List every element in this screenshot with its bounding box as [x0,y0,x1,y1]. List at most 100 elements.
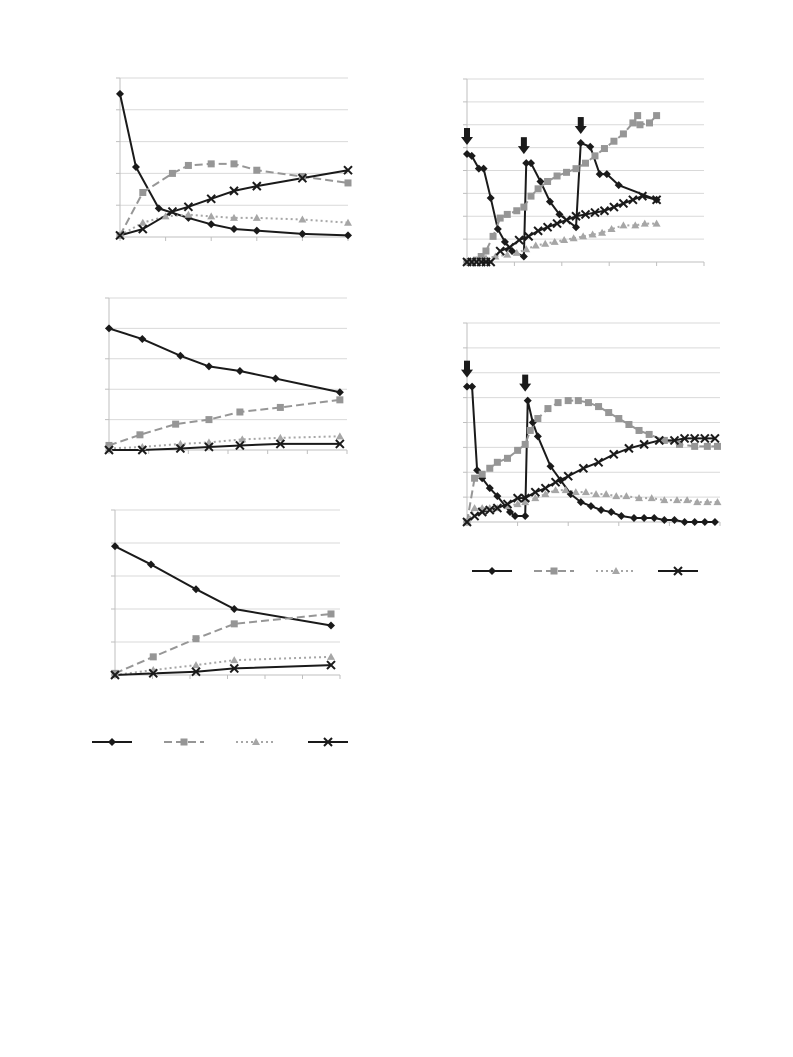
data-point-s2 [139,188,147,196]
data-point-s4 [148,668,158,679]
data-point-s2 [496,214,504,222]
data-point-s1 [555,210,564,219]
data-point-s1 [105,324,113,333]
data-point-s2 [544,177,552,185]
data-point-s2 [554,399,562,407]
data-point-s1 [650,514,659,523]
event-arrow-icon [574,117,587,135]
data-point-s2 [691,442,699,450]
data-point-s1 [700,518,709,526]
data-point-s1 [680,518,689,526]
data-point-s2 [584,399,592,407]
data-point-s4 [495,246,505,256]
data-point-s1 [493,225,502,234]
data-point-s1 [192,585,200,594]
data-point-s1 [138,335,147,344]
data-point-s4 [229,186,239,196]
data-point-s3 [683,496,692,504]
data-point-s2 [572,165,580,173]
data-point-s1 [511,512,520,521]
data-point-s2 [489,232,497,240]
legend-marker [673,566,683,576]
data-point-s4 [485,505,495,515]
data-point-s1 [572,223,581,232]
data-point-s4 [326,660,336,670]
data-point-s2 [192,635,200,643]
data-point-s3 [652,219,661,227]
data-point-s3 [161,212,170,220]
data-point-s2 [471,474,479,482]
data-point-s2 [503,210,511,218]
data-point-s2 [574,397,582,405]
data-point-s4 [512,493,523,503]
data-point-s3 [531,241,540,249]
data-point-s4 [137,445,148,455]
legend-marker [180,738,188,746]
data-point-s4 [593,457,604,468]
data-point-s1 [710,518,719,526]
data-point-s2 [635,426,643,434]
legend-marker [488,567,496,575]
data-point-s2 [184,161,192,169]
data-point-s3 [531,494,540,502]
data-point-s3 [588,230,597,238]
data-point-s2 [478,470,486,478]
data-point-s2 [149,653,157,661]
data-point-s2 [605,409,613,417]
data-point-s4 [540,483,551,493]
data-point-s3 [192,661,200,669]
data-point-s2 [493,458,501,466]
data-point-s4 [252,181,262,191]
data-point-s3 [602,490,611,498]
data-point-s1 [204,362,213,371]
data-point-s2 [595,403,603,411]
data-point-s3 [472,256,481,264]
data-point-s2 [503,454,511,462]
data-point-s2 [298,173,306,181]
data-point-s1 [230,225,238,234]
data-point-s1 [344,231,352,240]
data-point-s2 [236,408,244,416]
legend-item-s1 [92,738,132,746]
data-point-s3 [561,486,570,494]
data-point-s3 [631,221,640,229]
data-point-s3 [522,245,531,253]
data-point-s4 [191,666,201,677]
data-point-s2 [513,207,521,215]
legend-left [92,737,348,747]
data-point-s2 [514,446,522,454]
series-line-s4 [114,664,332,676]
data-point-s3 [491,252,500,260]
data-point-s1 [602,170,611,179]
data-point-s4 [550,477,561,487]
data-point-s2 [564,397,572,405]
data-point-s4 [552,218,562,229]
data-point-s1 [235,366,244,375]
data-point-s3 [513,500,522,508]
data-point-s3 [138,218,147,226]
data-point-s4 [175,443,186,454]
data-point-s1 [463,382,471,391]
data-point-s1 [576,498,585,507]
data-point-s3 [503,250,512,258]
data-point-s3 [541,490,550,498]
data-point-s1 [111,542,119,551]
data-point-s4 [138,224,148,234]
data-point-s3 [184,210,193,218]
data-point-s3 [693,498,702,506]
data-point-s4 [167,206,178,217]
data-point-s3 [512,248,521,256]
data-point-s1 [521,512,530,521]
data-point-s1 [586,502,595,511]
data-point-s2 [168,169,176,177]
legend-marker [252,738,260,745]
data-point-s3 [598,228,607,236]
data-point-s4 [183,202,194,212]
data-point-s2 [582,159,589,167]
data-point-s4 [651,195,662,205]
data-point-s4 [580,209,591,220]
data-point-s4 [700,433,710,444]
data-point-s1 [467,151,476,160]
data-point-s3 [230,213,238,221]
chart-a [115,77,353,241]
